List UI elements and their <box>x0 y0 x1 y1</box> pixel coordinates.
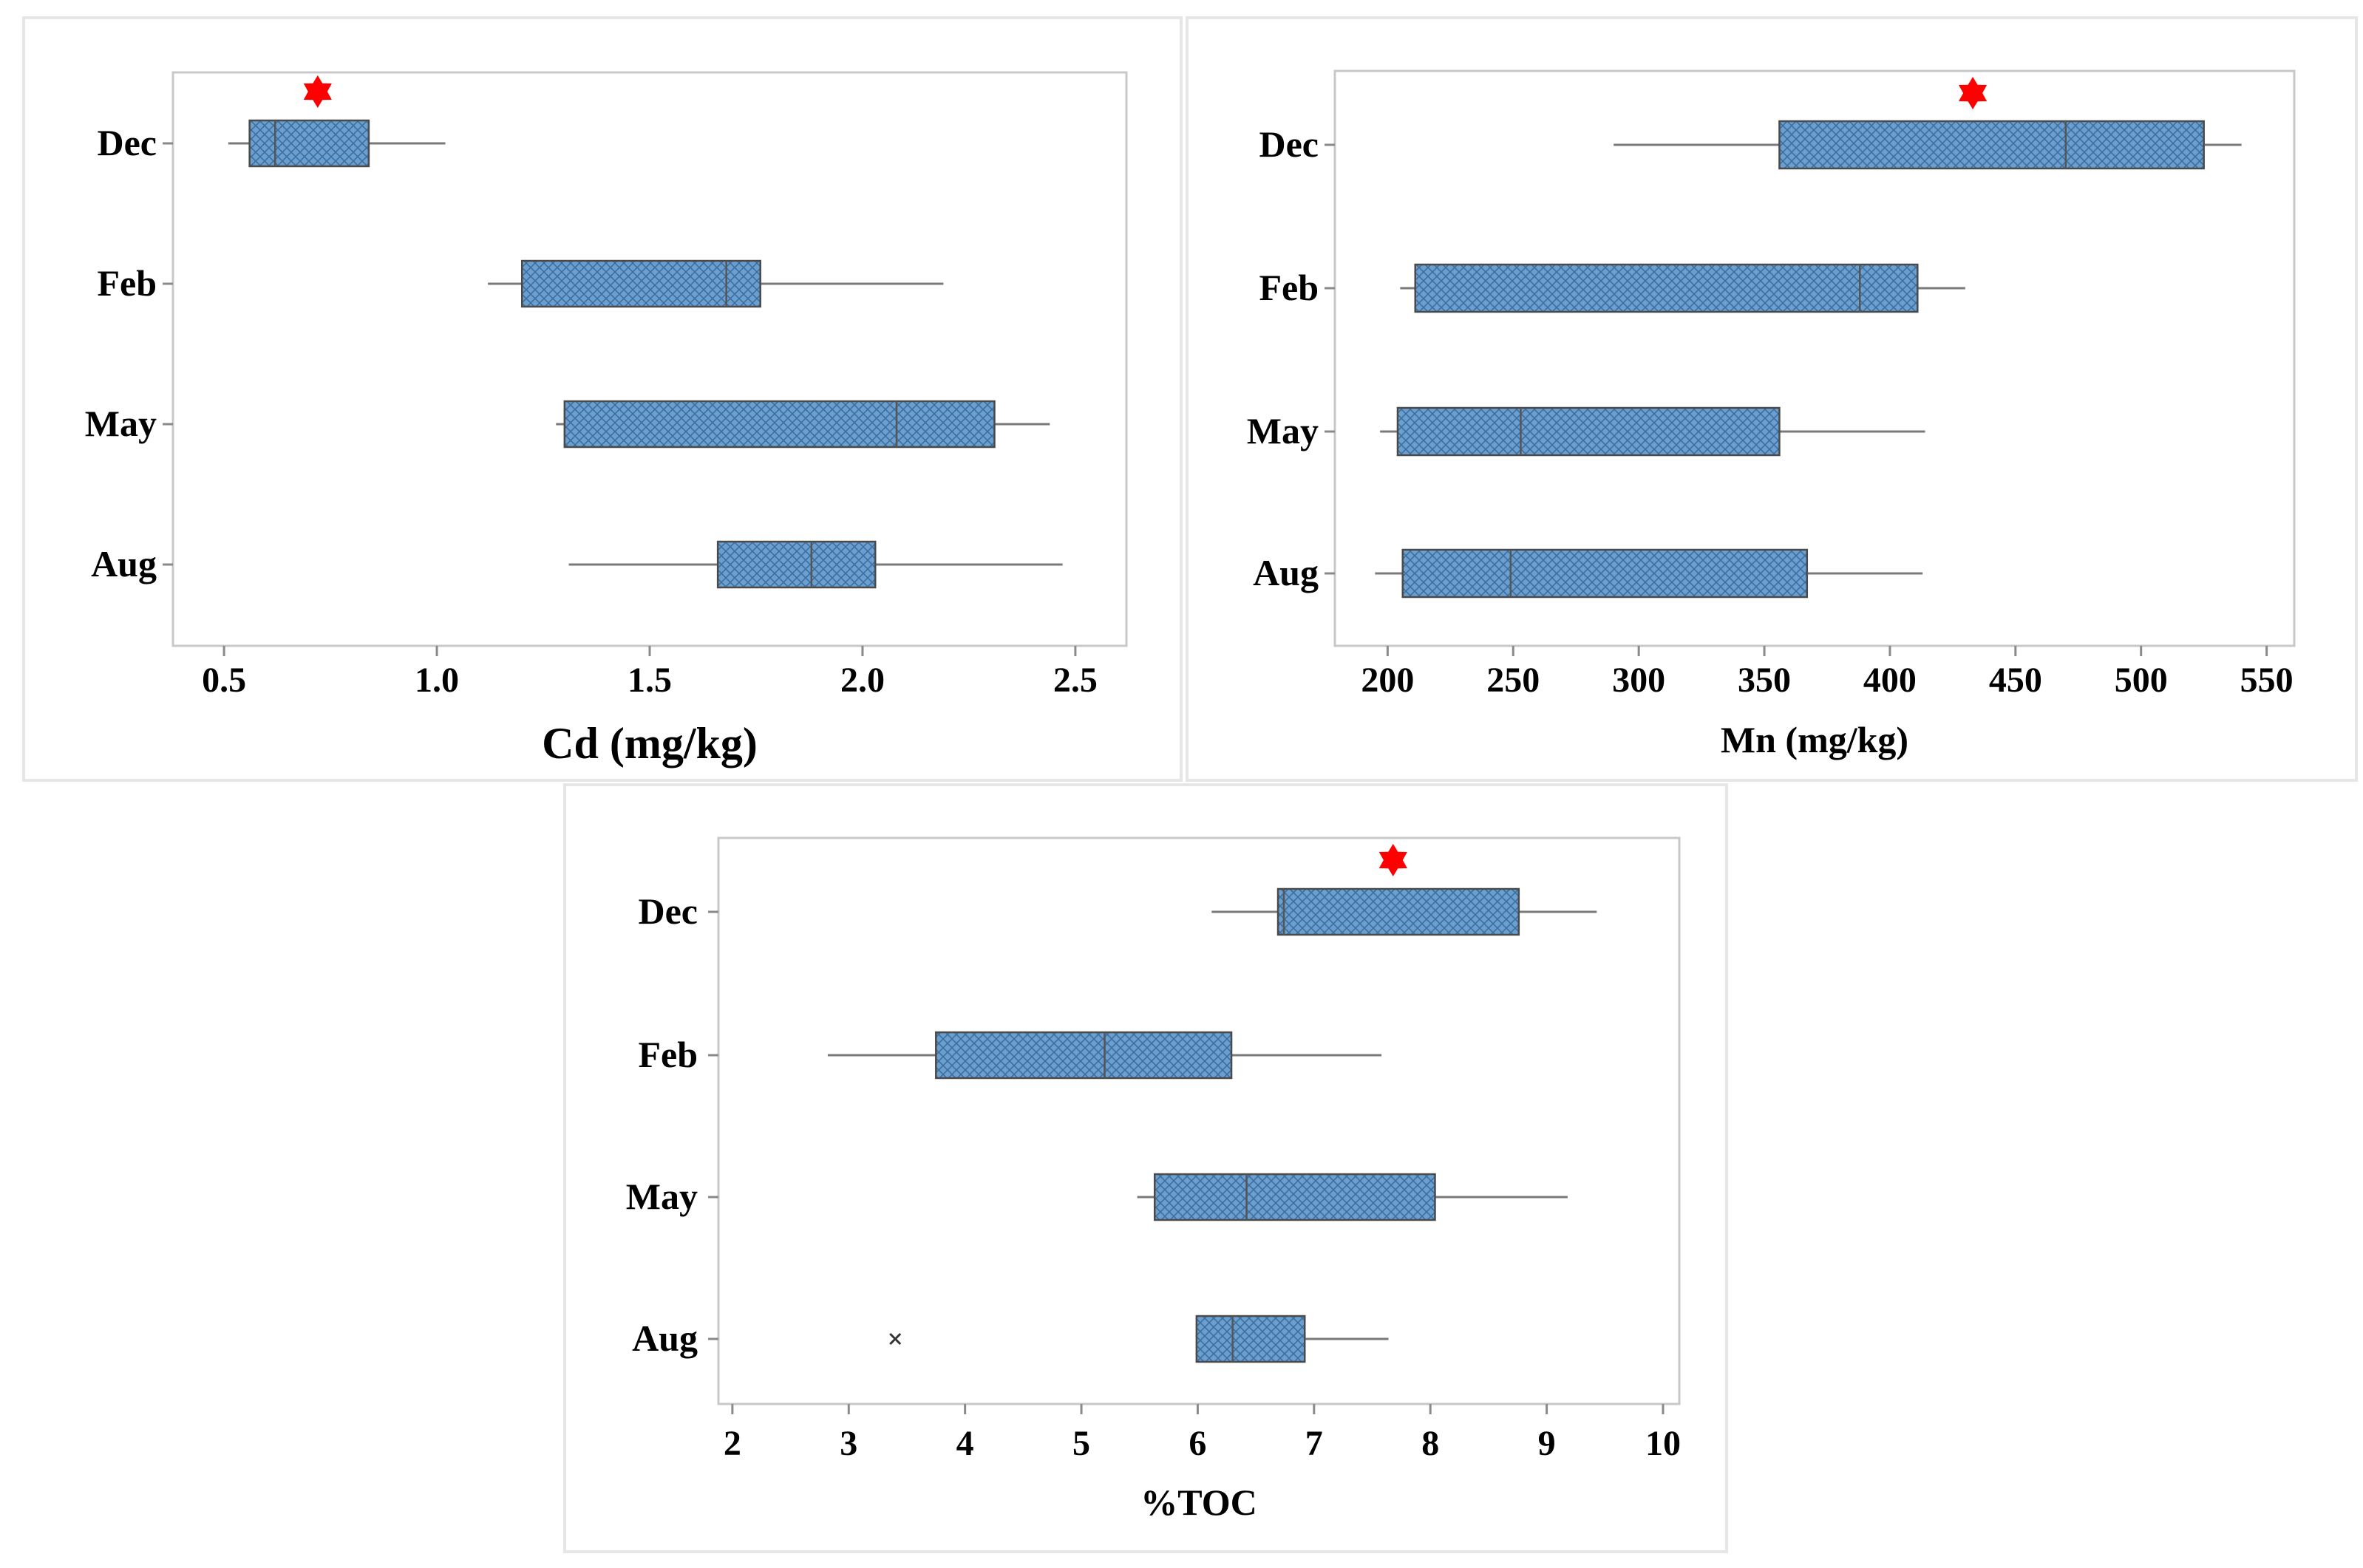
mn-category-label: Feb <box>1259 267 1319 308</box>
toc-x-tick-label: 10 <box>1645 1424 1681 1463</box>
cd-x-tick-label: 1.5 <box>628 661 672 700</box>
cd-category-label: Feb <box>97 262 157 304</box>
mn-iqr-box <box>1414 263 1919 313</box>
mn-x-tick-label: 550 <box>2240 661 2294 700</box>
mn-chart-panel: 200 250 300 350 400 450 500 550 Mn (mg/kg) Dec Feb… <box>1186 16 2358 782</box>
mn-x-tick-label: 300 <box>1612 661 1665 700</box>
cd-iqr-box <box>520 259 761 308</box>
toc-x-tick-label: 8 <box>1421 1424 1439 1463</box>
cd-star-marker <box>303 75 332 108</box>
mn-x-tick-label: 350 <box>1738 661 1791 700</box>
toc-outlier-point <box>889 1332 902 1346</box>
mn-iqr-box <box>1401 548 1809 599</box>
mn-iqr-box <box>1778 120 2205 170</box>
toc-x-axis-title: %TOC <box>1140 1482 1257 1523</box>
toc-x-tick-label: 7 <box>1305 1424 1323 1463</box>
cd-category-label: Aug <box>91 543 157 584</box>
toc-boxplot: 2 3 4 5 6 7 8 9 10 %TOC Dec Feb May Aug <box>626 836 1681 1523</box>
mn-box-may <box>1380 406 1925 457</box>
mn-iqr-box <box>1396 406 1781 457</box>
cd-x-tick-label: 0.5 <box>202 661 246 700</box>
toc-category-label: Aug <box>632 1318 698 1359</box>
cd-x-axis-title: Cd (mg/kg) <box>542 719 758 768</box>
mn-x-tick-label: 200 <box>1361 661 1414 700</box>
cd-iqr-box <box>248 119 370 168</box>
toc-box-aug <box>1195 1315 1389 1363</box>
toc-box-may <box>1137 1173 1568 1221</box>
cd-box-may <box>556 400 1050 449</box>
mn-x-tick-label: 400 <box>1863 661 1917 700</box>
mn-box-aug <box>1375 548 1923 599</box>
mn-boxplot: 200 250 300 350 400 450 500 550 Mn (mg/kg) Dec Feb… <box>1247 69 2296 760</box>
mn-x-tick-label: 450 <box>1989 661 2042 700</box>
mn-x-axis-title: Mn (mg/kg) <box>1721 719 1908 760</box>
toc-star-marker <box>1378 844 1407 876</box>
toc-x-tick-label: 3 <box>840 1424 857 1463</box>
toc-category-label: May <box>626 1176 698 1217</box>
toc-iqr-box <box>1153 1173 1436 1221</box>
toc-box-feb <box>827 1031 1382 1080</box>
cd-x-tick-label: 2.0 <box>840 661 885 700</box>
toc-x-tick-label: 6 <box>1189 1424 1206 1463</box>
cd-category-label: May <box>85 403 157 444</box>
toc-chart-panel: 2 3 4 5 6 7 8 9 10 %TOC Dec Feb May Aug <box>563 783 1728 1553</box>
toc-category-label: Dec <box>639 890 698 932</box>
mn-box-dec <box>1614 120 2242 170</box>
cd-category-label: Dec <box>98 122 157 163</box>
cd-x-tick-label: 1.0 <box>415 661 459 700</box>
toc-iqr-box <box>1276 887 1520 936</box>
cd-x-tick-label: 2.5 <box>1053 661 1098 700</box>
mn-x-tick-label: 500 <box>2115 661 2168 700</box>
cd-chart-panel: 0.5 1.0 1.5 2.0 2.5 Cd (mg/kg) Dec Feb May Aug <box>22 16 1183 782</box>
cd-iqr-box <box>716 540 877 589</box>
mn-category-label: Aug <box>1253 552 1319 593</box>
mn-category-label: May <box>1247 410 1319 451</box>
toc-iqr-box <box>935 1031 1233 1080</box>
mn-box-feb <box>1400 263 1965 313</box>
toc-iqr-box <box>1195 1315 1306 1363</box>
cd-boxplot: 0.5 1.0 1.5 2.0 2.5 Cd (mg/kg) Dec Feb May Aug <box>85 71 1128 768</box>
toc-box-dec <box>1211 887 1597 936</box>
cd-iqr-box <box>563 400 996 449</box>
toc-category-label: Feb <box>638 1034 698 1075</box>
mn-x-tick-label: 250 <box>1486 661 1540 700</box>
cd-box-dec <box>228 119 446 168</box>
mn-category-label: Dec <box>1259 123 1319 165</box>
toc-x-tick-label: 9 <box>1538 1424 1556 1463</box>
cd-plot-frame <box>171 71 1128 647</box>
cd-box-aug <box>568 540 1063 589</box>
mn-star-marker <box>1959 77 1988 109</box>
cd-box-feb <box>488 259 944 308</box>
toc-x-tick-label: 5 <box>1072 1424 1090 1463</box>
toc-x-tick-label: 4 <box>956 1424 974 1463</box>
toc-x-tick-label: 2 <box>724 1424 741 1463</box>
